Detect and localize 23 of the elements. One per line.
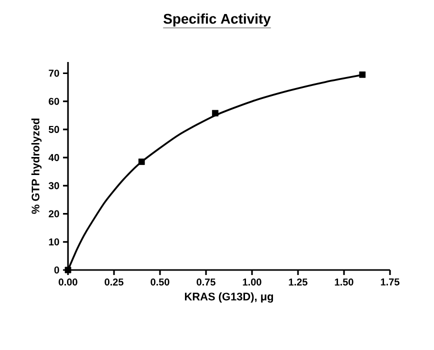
y-tick-label: 20 [48,210,60,218]
y-tick-label: 40 [48,154,60,162]
x-tick-label: 0.00 [58,278,78,286]
chart-title: Specific Activity [164,13,271,26]
y-tick-label: 70 [48,70,60,77]
point [212,110,218,116]
x-tick-label: 1.50 [334,278,354,286]
x-axis-title: KRAS (G13D), μg [184,292,274,303]
x-tick-label: 0.25 [104,278,124,286]
y-tick-label: 0 [54,266,60,274]
point [359,71,366,78]
x-tick-label: 0.50 [150,278,170,286]
x-tick-label: 0.75 [196,278,216,286]
y-tick-label: 50 [48,126,60,133]
y-tick-label: 60 [48,98,60,105]
point [64,266,72,274]
x-tick-label: 1.00 [242,278,262,286]
point [138,158,145,165]
y-axis-title: % GTP hydrolyzed [31,118,42,214]
y-tick-label: 10 [49,238,60,246]
x-tick-label: 1.25 [288,278,308,286]
y-tick-label: 30 [48,182,60,190]
x-tick-label: 1.75 [380,278,400,286]
